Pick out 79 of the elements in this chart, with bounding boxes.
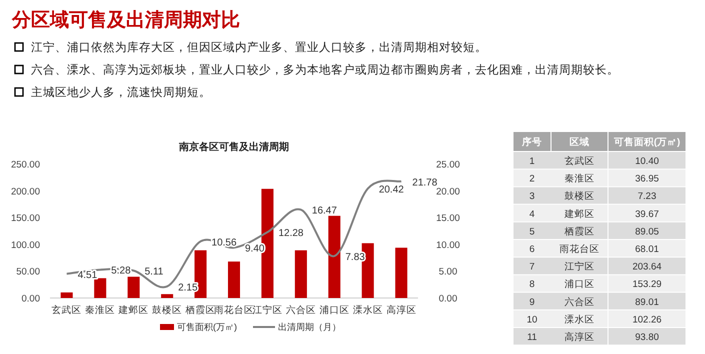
y-tick-label: 2 [529, 174, 535, 185]
text: 39.67 [635, 208, 659, 220]
data-label: 16.47 [312, 206, 338, 217]
y-axis-title: 序号 [521, 136, 542, 148]
text: 89.01 [635, 296, 659, 308]
y-tick-label: 200.00 [10, 186, 40, 198]
text: 10.40 [635, 156, 659, 167]
bar [228, 262, 240, 298]
text: 153.29 [632, 279, 662, 290]
text: 鼓楼区 [564, 191, 594, 202]
bar [294, 250, 307, 298]
text: 7.23 [638, 191, 656, 202]
y-tick-label: 8 [529, 279, 535, 290]
bar [60, 292, 73, 298]
y2-tick-label: 0.00 [438, 294, 458, 304]
x-tick-label: 六合区 [286, 304, 316, 316]
x-tick-label: 雨花台区 [214, 304, 254, 316]
data-label: 4.51 [78, 270, 98, 281]
text: 高淳区 [564, 332, 594, 343]
text: 栖霞区 [564, 226, 594, 238]
text: 玄武区 [564, 156, 594, 167]
text: 68.01 [635, 244, 659, 255]
y2-tick-label: 25.00 [436, 160, 460, 170]
y-tick-label: 9 [529, 296, 535, 308]
text: 主城区地少人多，流速快周期短。 [31, 85, 211, 99]
x-tick-label: 江宁区 [252, 304, 282, 316]
y-tick-label: 4 [529, 208, 535, 220]
text: 溧水区 [564, 314, 594, 326]
y-tick-label: 5 [529, 226, 535, 238]
bar [395, 248, 408, 298]
y-tick-label: 50.00 [16, 266, 40, 278]
x-tick-label: 区域 [570, 136, 590, 148]
y-tick-label: 150.00 [10, 213, 40, 224]
text: 93.80 [635, 332, 659, 343]
data-label: 5.11 [144, 266, 164, 278]
text: 秦淮区 [564, 174, 594, 185]
text: 102.26 [632, 314, 662, 326]
y2-tick-label: 20.00 [436, 186, 460, 198]
bar [328, 216, 340, 298]
y2-tick-label: 10.00 [436, 240, 460, 251]
x-tick-label: 建邺区 [118, 304, 149, 316]
bar [94, 278, 106, 298]
y2-tick-label: 15.00 [436, 213, 460, 224]
y-tick-label: 6 [529, 244, 535, 255]
text: 六合、溧水、高淳为远郊板块，置业人口较少，多为本地客户或周边都市圈购房者，去化困难，出清周期较长。 [31, 62, 619, 76]
y-tick-label: 10 [526, 314, 538, 326]
data-label: 20.42 [378, 184, 404, 196]
y-tick-label: 3 [529, 191, 535, 202]
legend-label: 出清周期（月） [278, 322, 341, 332]
x-tick-label: 高淳区 [386, 304, 416, 316]
y-tick-label: 11 [527, 332, 537, 343]
bar [128, 276, 140, 298]
text: 89.05 [635, 226, 659, 238]
x-tick-label: 栖霞区 [184, 304, 216, 316]
y-tick-label: 100.00 [10, 240, 40, 251]
x-tick-label: 鼓楼区 [152, 304, 182, 316]
y-tick-label: 1 [529, 156, 535, 167]
y-tick-label: 0.00 [22, 294, 40, 304]
x-tick-label: 玄武区 [52, 304, 82, 316]
y-tick-label: 7 [529, 262, 535, 273]
y2-tick-label: 5.00 [438, 266, 458, 278]
data-label: 12.28 [278, 228, 304, 240]
text: 六合区 [564, 296, 594, 308]
text: 分区域可售及出清周期对比 [11, 9, 240, 31]
bar [161, 294, 174, 298]
text: 36.95 [635, 174, 659, 185]
text: 建邺区 [564, 208, 594, 220]
text: 江宁、浦口依然为库存大区，但因区域内产业多、置业人口较多，出清周期相对较短。 [31, 40, 487, 54]
data-label: 21.78 [412, 177, 438, 188]
legend-label: 可售面积(万㎡) [177, 322, 237, 332]
chart-title: 南京各区可售及出清周期 [178, 141, 289, 153]
x-tick-label: 溧水区 [352, 304, 383, 316]
y-tick-label: 250.00 [10, 160, 40, 170]
text: 浦口区 [564, 279, 594, 290]
text: 雨花台区 [560, 244, 600, 255]
x-tick-label: 秦淮区 [85, 304, 116, 316]
x-tick-label: 浦口区 [319, 304, 350, 316]
text: 203.64 [632, 262, 662, 273]
text: 江宁区 [564, 262, 594, 273]
